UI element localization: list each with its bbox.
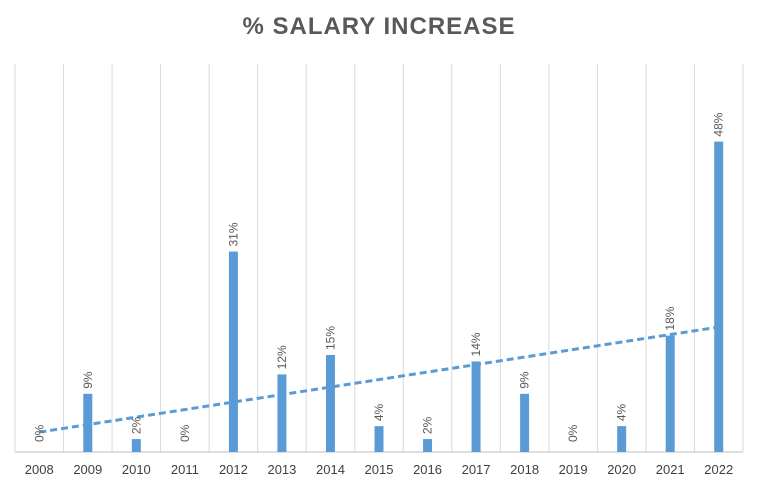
label-layer: 0% 9% 2% 0% 31% 12% 15% 4% 2% 14% 9% 0% 4% 18% 48% xyxy=(32,112,725,442)
data-label-2012: 31% xyxy=(226,222,240,246)
x-tick-2013: 2013 xyxy=(267,462,296,477)
data-label-2019: 0% xyxy=(566,424,580,442)
trend-layer xyxy=(39,325,719,434)
bar-2021 xyxy=(665,335,675,452)
bar-2012 xyxy=(228,251,238,452)
x-tick-2020: 2020 xyxy=(607,462,636,477)
data-label-2013: 12% xyxy=(275,345,289,369)
x-tick-2021: 2021 xyxy=(656,462,685,477)
chart-title: % SALARY INCREASE xyxy=(242,13,515,40)
data-label-2022: 48% xyxy=(712,112,726,136)
bar-2020 xyxy=(617,426,627,452)
data-label-2009: 9% xyxy=(81,371,95,389)
x-tick-2012: 2012 xyxy=(219,462,248,477)
data-label-2014: 15% xyxy=(323,326,337,350)
x-tick-2014: 2014 xyxy=(316,462,345,477)
data-label-2021: 18% xyxy=(663,306,677,330)
bar-2014 xyxy=(325,355,335,452)
bar-2022 xyxy=(714,141,724,452)
x-tick-2018: 2018 xyxy=(510,462,539,477)
bar-2009 xyxy=(83,393,93,452)
bar-2013 xyxy=(277,374,287,452)
data-label-2016: 2% xyxy=(421,416,435,434)
x-tick-2017: 2017 xyxy=(462,462,491,477)
bar-2015 xyxy=(374,426,384,452)
data-label-2020: 4% xyxy=(615,403,629,421)
bar-2010 xyxy=(131,439,141,452)
x-tick-2011: 2011 xyxy=(171,462,199,477)
trendline xyxy=(39,325,719,434)
bar-2016 xyxy=(423,439,433,452)
data-label-2015: 4% xyxy=(372,403,386,421)
data-label-2011: 0% xyxy=(178,424,192,442)
bar-layer xyxy=(83,141,724,452)
bar-2018 xyxy=(520,393,530,452)
bar-2017 xyxy=(471,361,481,452)
x-tick-2008: 2008 xyxy=(25,462,54,477)
data-label-2017: 14% xyxy=(469,332,483,356)
tick-layer: 2008 2009 2010 2011 2012 2013 2014 2015 2016 2017… xyxy=(25,462,733,477)
x-tick-2015: 2015 xyxy=(365,462,394,477)
x-tick-2010: 2010 xyxy=(122,462,151,477)
x-tick-2022: 2022 xyxy=(704,462,733,477)
x-tick-2016: 2016 xyxy=(413,462,442,477)
grid-layer xyxy=(14,64,744,453)
data-label-2008: 0% xyxy=(32,424,46,442)
x-tick-2009: 2009 xyxy=(73,462,102,477)
x-tick-2019: 2019 xyxy=(559,462,588,477)
data-label-2018: 9% xyxy=(518,371,532,389)
data-label-2010: 2% xyxy=(129,416,143,434)
